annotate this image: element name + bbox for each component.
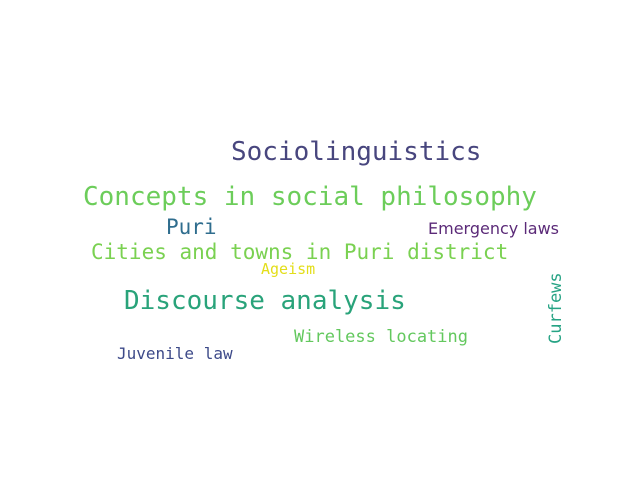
- word-concepts-in-social-philosophy: Concepts in social philosophy: [83, 182, 537, 212]
- word-juvenile-law: Juvenile law: [117, 344, 233, 363]
- word-ageism: Ageism: [261, 260, 316, 278]
- word-sociolinguistics: Sociolinguistics: [231, 137, 482, 167]
- word-discourse-analysis: Discourse analysis: [124, 286, 406, 316]
- word-curfews: Curfews: [546, 272, 566, 344]
- word-cities-and-towns-in-puri-district: Cities and towns in Puri district: [91, 240, 509, 264]
- word-emergency-laws: Emergency laws: [428, 219, 559, 238]
- word-puri: Puri: [166, 215, 217, 239]
- word-wireless-locating: Wireless locating: [294, 327, 468, 347]
